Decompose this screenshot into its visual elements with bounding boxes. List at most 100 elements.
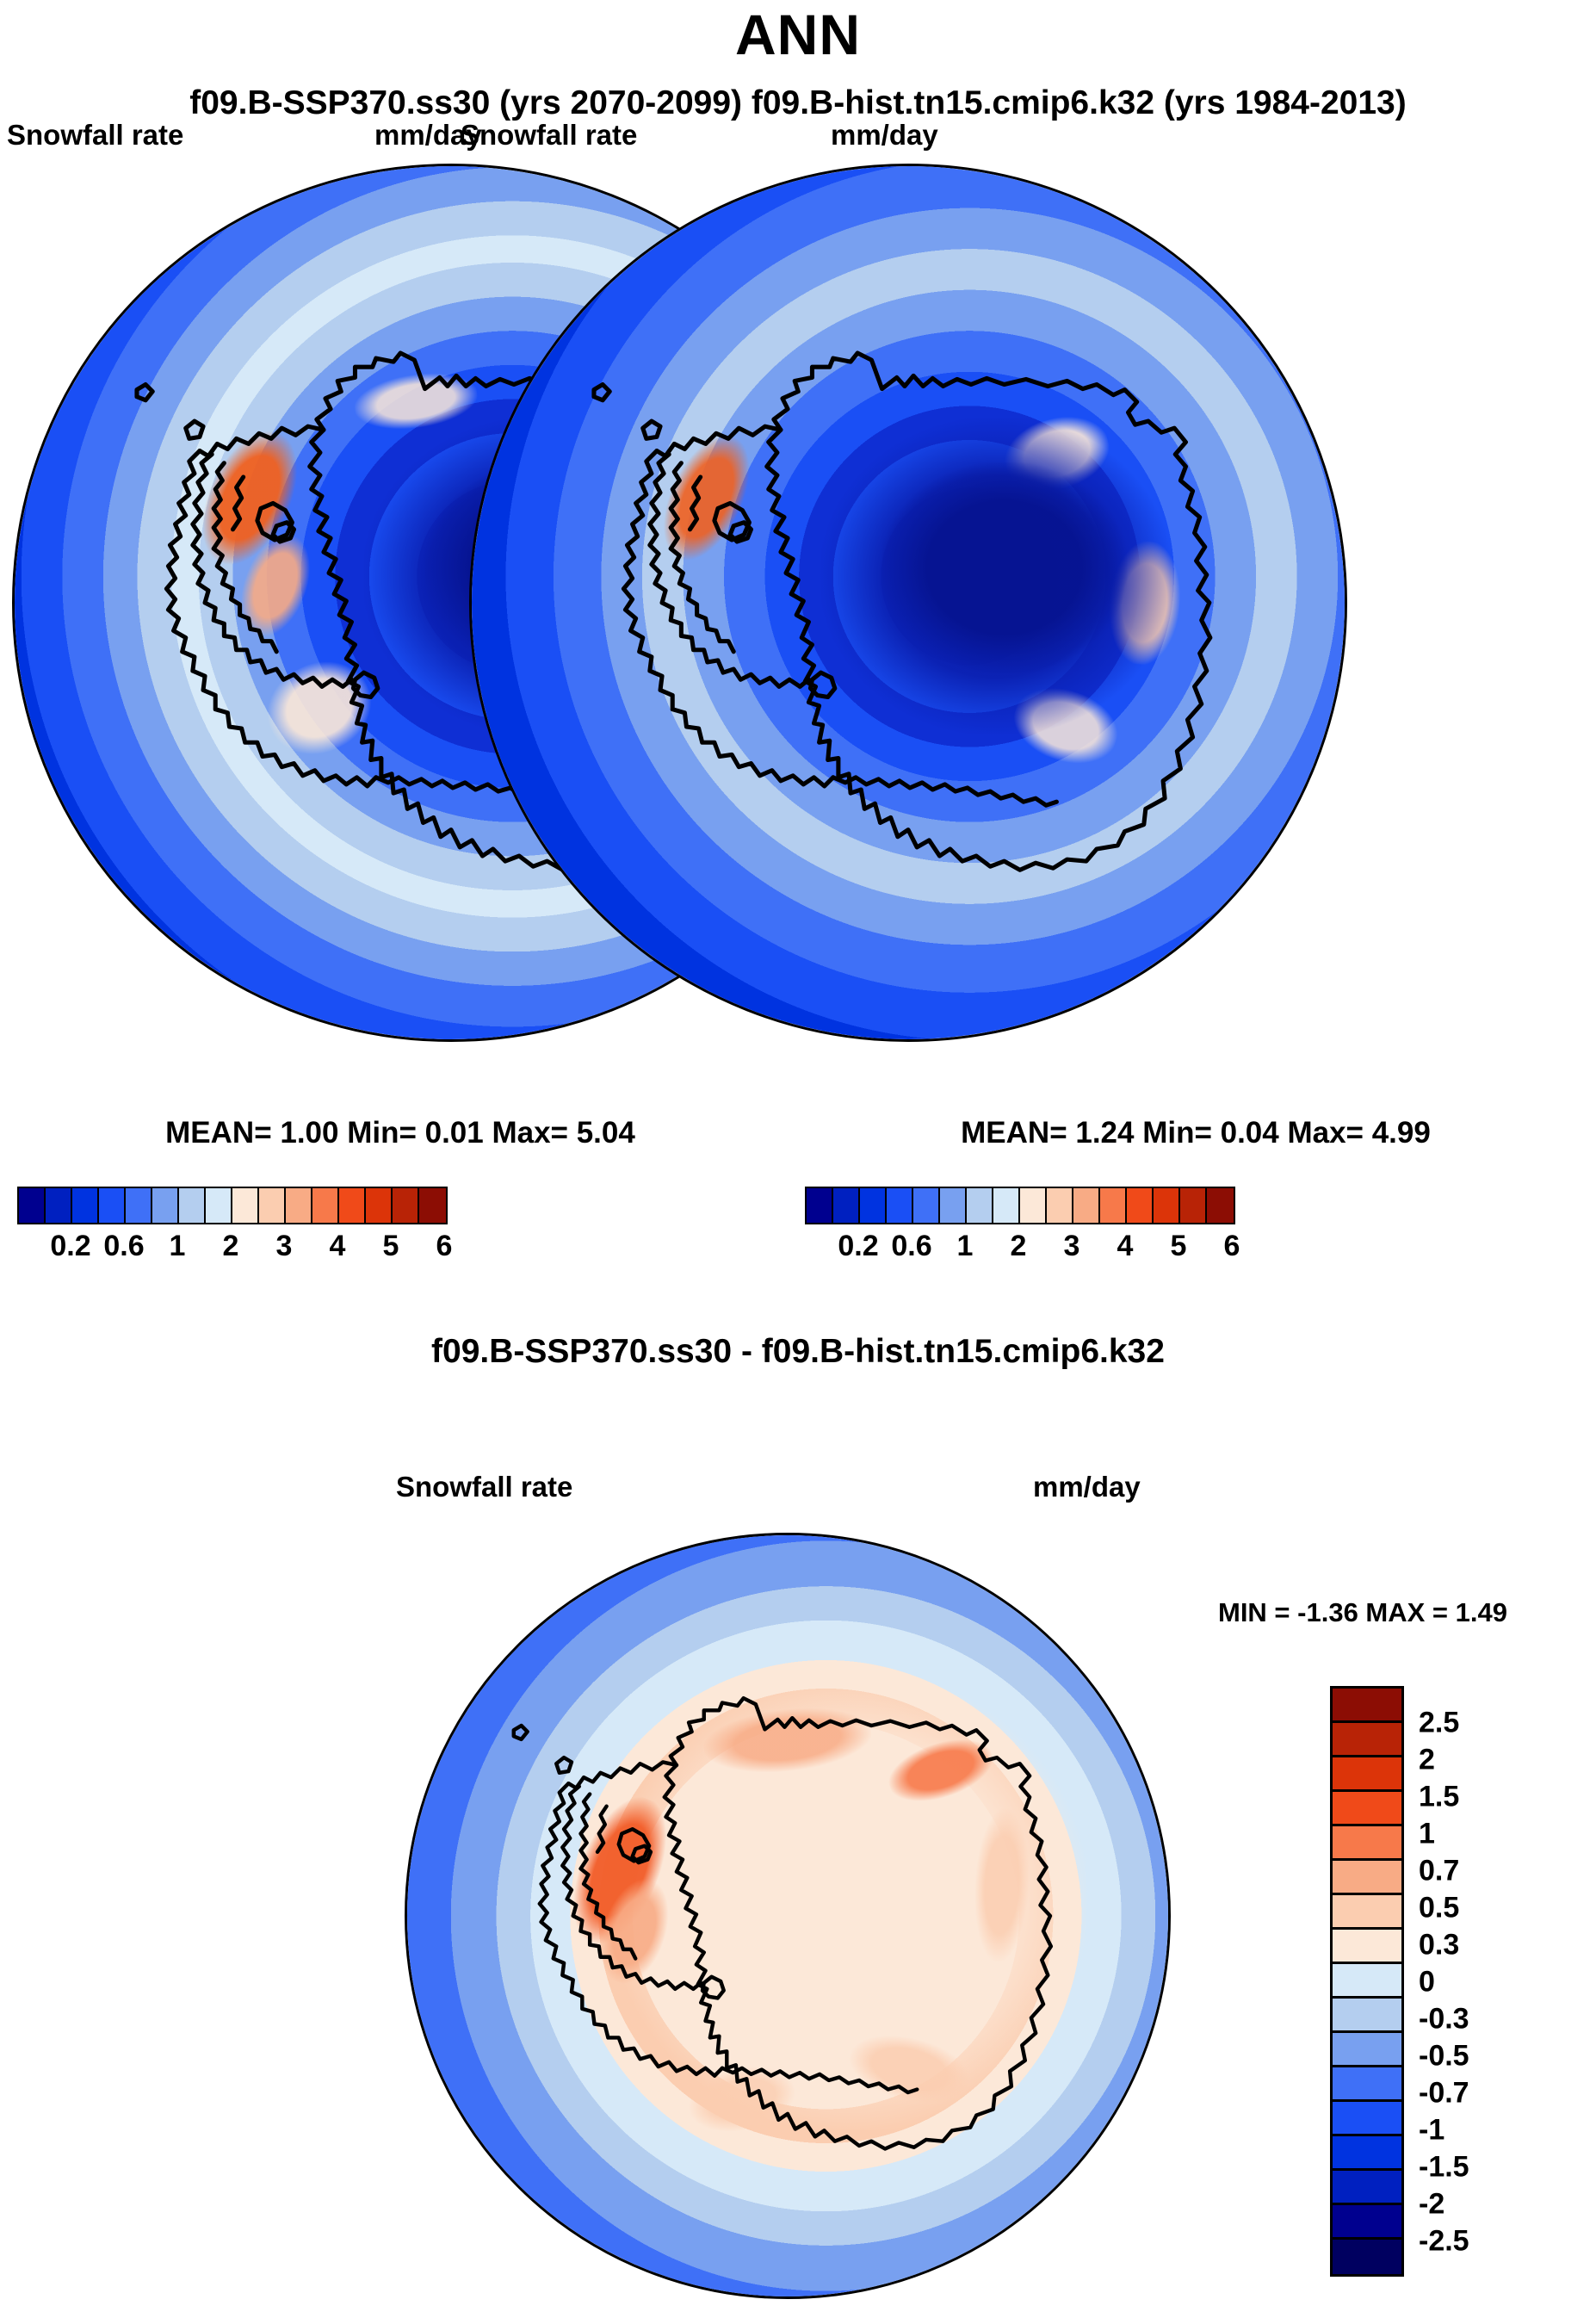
colorbar-cell: [807, 1188, 833, 1223]
colorbar-tick-label: 0.5: [1419, 1891, 1460, 1924]
colorbar-cell: [339, 1188, 366, 1223]
figure-subtitle: f09.B-SSP370.ss30 (yrs 2070-2099) f09.B-…: [189, 84, 1407, 121]
antarctica-coastline-right: [472, 166, 1345, 1039]
colorbar-cell: [99, 1188, 126, 1223]
colorbar-cell: [1180, 1188, 1207, 1223]
left-panel-unit-label: mm/day: [374, 119, 482, 151]
map-right-historical[interactable]: [469, 164, 1347, 1042]
colorbar-tick-label: -1: [1419, 2113, 1445, 2147]
colorbar-cell: [860, 1188, 887, 1223]
colorbar-tick-label: 6: [1223, 1230, 1240, 1262]
colorbar-tick-label: 2: [1419, 1743, 1435, 1776]
colorbar-cell: [1333, 1792, 1401, 1826]
colorbar-cell: [887, 1188, 913, 1223]
colorbar-right-ticks: 0.2 0.6 1 2 3 4 5 6: [805, 1230, 1270, 1269]
colorbar-difference[interactable]: [1330, 1686, 1404, 2277]
colorbar-cell: [206, 1188, 232, 1223]
colorbar-cell: [419, 1188, 446, 1223]
colorbar-cell: [312, 1188, 339, 1223]
colorbar-cell: [1047, 1188, 1073, 1223]
colorbar-cell: [72, 1188, 99, 1223]
colorbar-tick-label: 1.5: [1419, 1780, 1460, 1813]
colorbar-tick-label: 3: [275, 1230, 293, 1262]
colorbar-tick-label: -0.3: [1419, 2002, 1469, 2036]
colorbar-cell: [940, 1188, 967, 1223]
colorbar-cell: [1333, 1999, 1401, 2033]
colorbar-left[interactable]: [17, 1187, 448, 1224]
colorbar-tick-label: 2: [1010, 1230, 1027, 1262]
colorbar-cell: [1154, 1188, 1180, 1223]
main-title: ANN: [735, 3, 861, 66]
colorbar-cell: [179, 1188, 206, 1223]
colorbar-tick-label: 6: [436, 1230, 453, 1262]
colorbar-cell: [1333, 2171, 1401, 2205]
colorbar-tick-label: 0.3: [1419, 1928, 1460, 1962]
colorbar-cell: [46, 1188, 72, 1223]
colorbar-cell: [1333, 2033, 1401, 2067]
colorbar-cell: [1333, 1723, 1401, 1757]
colorbar-tick-label: 1: [169, 1230, 186, 1262]
colorbar-cell: [1333, 2102, 1401, 2136]
colorbar-cell: [1333, 2205, 1401, 2240]
colorbar-cell: [232, 1188, 259, 1223]
diff-panel-variable-label: Snowfall rate: [396, 1471, 573, 1503]
colorbar-tick-label: 3: [1063, 1230, 1080, 1262]
colorbar-tick-label: 5: [382, 1230, 399, 1262]
colorbar-tick-label: 4: [1117, 1230, 1134, 1262]
difference-title: f09.B-SSP370.ss30 - f09.B-hist.tn15.cmip…: [431, 1333, 1165, 1370]
colorbar-tick-label: -0.5: [1419, 2039, 1469, 2073]
colorbar-cell: [1127, 1188, 1154, 1223]
colorbar-cell: [286, 1188, 312, 1223]
colorbar-tick-label: 0.7: [1419, 1854, 1460, 1887]
colorbar-tick-label: 0.6: [891, 1230, 932, 1262]
colorbar-right[interactable]: [805, 1187, 1235, 1224]
colorbar-tick-label: 0.6: [103, 1230, 145, 1262]
colorbar-tick-label: 1: [956, 1230, 974, 1262]
colorbar-cell: [1020, 1188, 1047, 1223]
map-difference[interactable]: [405, 1533, 1171, 2299]
diff-panel-unit-label: mm/day: [1033, 1471, 1141, 1503]
colorbar-cell: [993, 1188, 1020, 1223]
colorbar-tick-label: -2.5: [1419, 2224, 1469, 2258]
colorbar-cell: [967, 1188, 993, 1223]
colorbar-tick-label: -1.5: [1419, 2150, 1469, 2184]
right-panel-unit-label: mm/day: [831, 119, 938, 151]
colorbar-cell: [833, 1188, 860, 1223]
colorbar-tick-label: 2.5: [1419, 1706, 1460, 1739]
colorbar-cell: [1333, 2136, 1401, 2171]
colorbar-tick-label: 0: [1419, 1965, 1435, 1999]
left-panel-stats: MEAN= 1.00 Min= 0.01 Max= 5.04: [165, 1116, 635, 1150]
right-panel-stats: MEAN= 1.24 Min= 0.04 Max= 4.99: [961, 1116, 1431, 1150]
colorbar-tick-label: -0.7: [1419, 2076, 1469, 2110]
colorbar-tick-label: 0.2: [838, 1230, 879, 1262]
colorbar-cell: [1073, 1188, 1100, 1223]
colorbar-cell: [1333, 2240, 1401, 2274]
colorbar-left-ticks: 0.2 0.6 1 2 3 4 5 6: [17, 1230, 482, 1269]
colorbar-cell: [152, 1188, 179, 1223]
colorbar-cell: [1333, 1826, 1401, 1861]
colorbar-cell: [1100, 1188, 1127, 1223]
colorbar-cell: [1333, 2067, 1401, 2102]
colorbar-tick-label: 5: [1170, 1230, 1187, 1262]
colorbar-cell: [1207, 1188, 1234, 1223]
right-panel-variable-label: Snowfall rate: [461, 119, 638, 151]
colorbar-cell: [1333, 1757, 1401, 1792]
colorbar-cell: [19, 1188, 46, 1223]
colorbar-tick-label: 4: [329, 1230, 346, 1262]
colorbar-cell: [393, 1188, 419, 1223]
colorbar-cell: [913, 1188, 940, 1223]
colorbar-tick-label: 0.2: [50, 1230, 91, 1262]
diff-minmax-annotation: MIN = -1.36 MAX = 1.49: [1218, 1597, 1507, 1627]
colorbar-cell: [126, 1188, 152, 1223]
colorbar-cell: [1333, 1930, 1401, 1964]
colorbar-tick-label: 1: [1419, 1817, 1435, 1850]
colorbar-cell: [1333, 1964, 1401, 1999]
colorbar-cell: [366, 1188, 393, 1223]
colorbar-tick-label: 2: [222, 1230, 239, 1262]
colorbar-cell: [259, 1188, 286, 1223]
colorbar-cell: [1333, 1861, 1401, 1895]
colorbar-tick-label: -2: [1419, 2187, 1445, 2221]
antarctica-coastline-diff: [407, 1535, 1168, 2296]
colorbar-cell: [1333, 1895, 1401, 1930]
left-panel-variable-label: Snowfall rate: [7, 119, 184, 151]
